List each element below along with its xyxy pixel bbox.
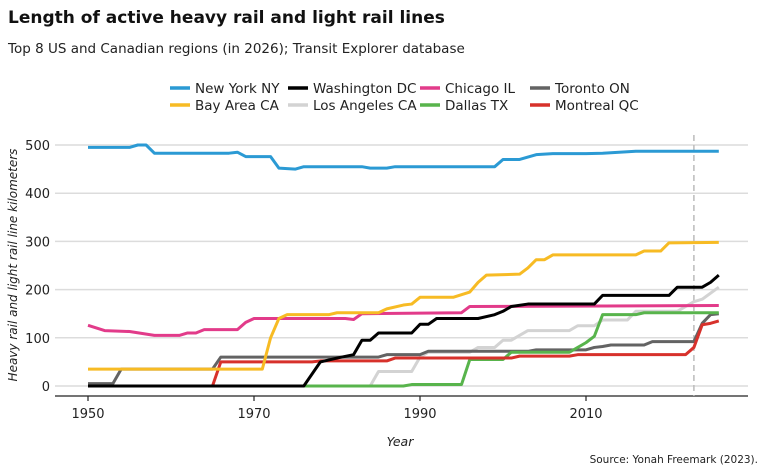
x-tick-label: 1990 xyxy=(403,407,436,422)
y-tick-label: 100 xyxy=(25,332,50,347)
series-line-new-york-ny xyxy=(88,143,719,171)
y-tick-label: 0 xyxy=(42,380,50,395)
y-tick-label: 200 xyxy=(25,284,50,299)
legend-label: Dallas TX xyxy=(445,98,508,114)
x-tick-label: 1950 xyxy=(71,407,104,422)
series-line-chicago-il xyxy=(87,304,719,337)
y-tick-label: 400 xyxy=(25,187,50,202)
series-line-washington-dc xyxy=(88,274,720,388)
series-line-toronto-on xyxy=(88,312,719,386)
chart-subtitle: Top 8 US and Canadian regions (in 2026);… xyxy=(8,41,465,57)
y-tick-label: 300 xyxy=(25,235,50,250)
series-line-montreal-qc xyxy=(88,319,720,388)
x-tick-label: 1970 xyxy=(237,407,270,422)
source-note: Source: Yonah Freemark (2023). xyxy=(589,454,758,466)
legend-label: Bay Area CA xyxy=(195,98,280,114)
chart-title: Length of active heavy rail and light ra… xyxy=(8,8,445,28)
y-tick-label: 500 xyxy=(25,139,50,154)
series-line-los-angeles-ca xyxy=(88,285,720,388)
y-axis-title: Heavy rail and light rail line kilometer… xyxy=(6,149,20,382)
legend-label: Toronto ON xyxy=(554,81,630,97)
legend-label: Washington DC xyxy=(313,81,416,97)
x-tick-label: 2010 xyxy=(569,407,602,422)
legend-label: New York NY xyxy=(195,81,280,97)
x-axis-title: Year xyxy=(387,434,415,449)
series-line-dallas-tx xyxy=(88,311,719,388)
legend-label: Chicago IL xyxy=(445,81,516,97)
legend-label: Los Angeles CA xyxy=(313,98,417,114)
legend-label: Montreal QC xyxy=(555,98,639,114)
series-line-bay-area-ca xyxy=(88,240,719,371)
